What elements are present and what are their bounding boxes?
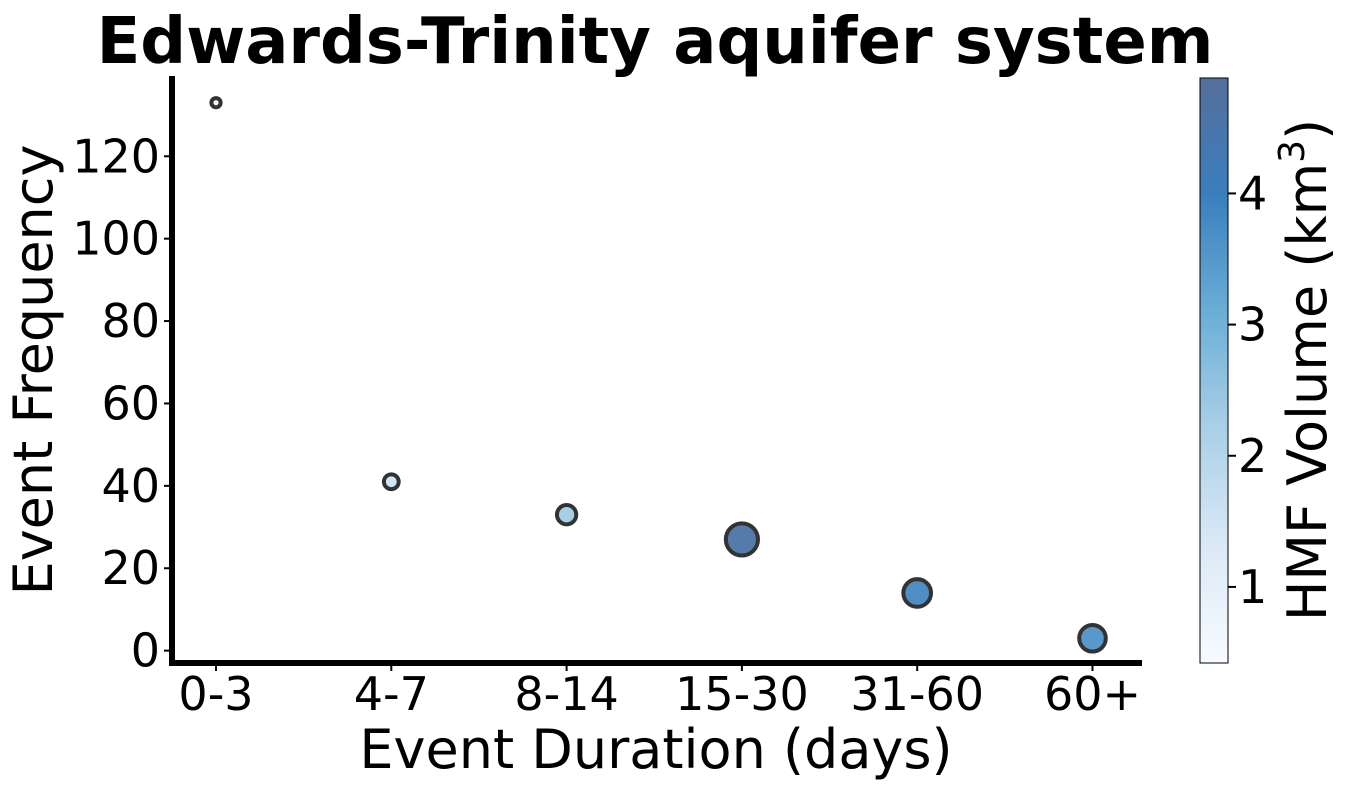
y-tick-label: 0: [131, 624, 160, 678]
chart-title: Edwards-Trinity aquifer system: [97, 5, 1214, 79]
colorbar-tick-label: 4: [1238, 166, 1267, 220]
x-tick-label: 60+: [1044, 667, 1141, 721]
colorbar-tick-label: 1: [1238, 560, 1267, 614]
y-axis-label: Event Frequency: [2, 145, 65, 596]
data-point: [901, 577, 934, 609]
data-point: [209, 96, 223, 110]
data-point: [554, 503, 579, 527]
colorbar: [1199, 77, 1229, 664]
colorbar-label-main: HMF Volume (km: [1276, 163, 1339, 621]
data-point: [381, 472, 401, 492]
x-tick-label: 31-60: [850, 667, 984, 721]
y-tick-label: 60: [101, 376, 160, 430]
y-tick-label: 120: [72, 129, 160, 183]
x-axis-label: Event Duration (days): [359, 718, 952, 781]
colorbar-tick-label: 2: [1238, 429, 1267, 483]
colorbar-tick-label: 3: [1238, 298, 1267, 352]
y-tick-label: 100: [72, 212, 160, 266]
x-axis-ticks: 0-3 4-7 8-14 15-30 31-60 60+: [178, 663, 1141, 721]
x-tick-label: 8-14: [514, 667, 618, 721]
x-tick-label: 4-7: [354, 667, 429, 721]
data-points: [209, 96, 1108, 654]
colorbar-label-superscript: 3: [1272, 140, 1313, 163]
y-tick-label: 80: [101, 294, 160, 348]
y-tick-label: 20: [101, 541, 160, 595]
x-tick-label: 15-30: [675, 667, 809, 721]
data-point: [1077, 623, 1108, 654]
colorbar-ticks: 1 2 3 4: [1228, 166, 1267, 614]
data-point: [723, 521, 760, 558]
y-tick-label: 40: [101, 459, 160, 513]
x-tick-label: 0-3: [178, 667, 253, 721]
y-axis-ticks: 0 20 40 60 80 100 120: [72, 129, 172, 678]
colorbar-label: HMF Volume (km3): [1272, 119, 1339, 621]
colorbar-label-end: ): [1276, 119, 1339, 140]
